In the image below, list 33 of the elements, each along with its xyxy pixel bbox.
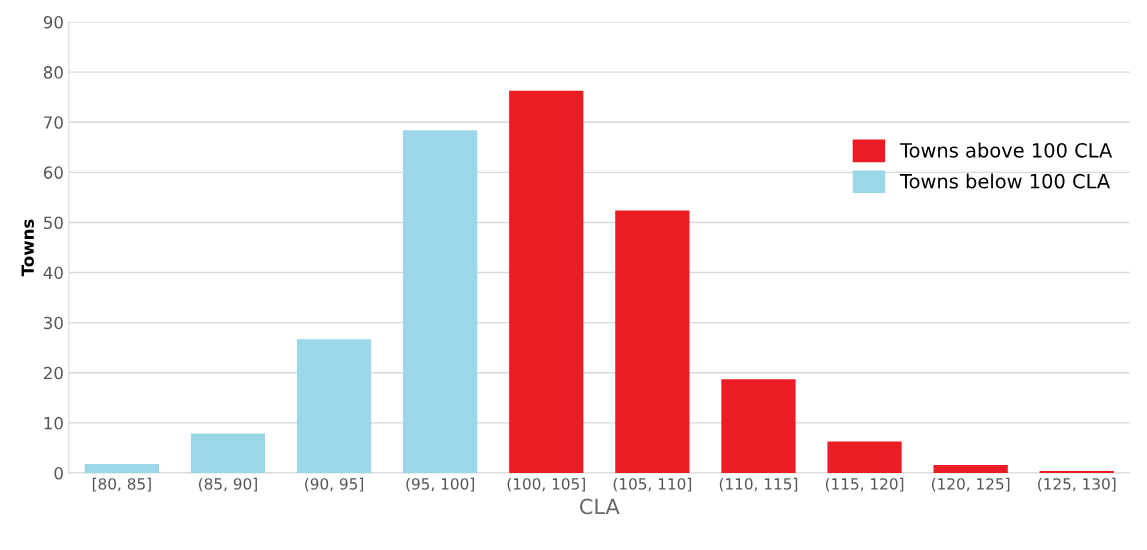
bar <box>84 463 159 473</box>
y-tick-label: 40 <box>43 266 63 280</box>
y-axis-title: Towns <box>21 219 34 277</box>
x-tick-label: (90, 95] <box>305 477 364 492</box>
y-tick-label: 80 <box>43 66 63 79</box>
x-tick-label: (115, 120] <box>825 477 904 492</box>
legend-label: Towns above 100 CLA <box>899 142 1113 158</box>
x-tick-label: [80, 85] <box>92 477 151 492</box>
x-tick-label: (95, 100] <box>406 477 474 492</box>
y-tick-label: 0 <box>54 466 63 480</box>
bar <box>190 433 266 473</box>
y-tick-label: 30 <box>44 316 63 330</box>
x-tick-label: (105, 110] <box>613 477 692 492</box>
y-tick-label: 90 <box>43 15 63 29</box>
y-tick-label: 50 <box>44 216 63 230</box>
bar <box>509 90 584 473</box>
bar <box>721 379 796 473</box>
x-tick-label: (125, 130] <box>1038 477 1116 492</box>
y-tick-label: 70 <box>44 116 63 129</box>
x-tick-label: (100, 105] <box>507 477 585 492</box>
y-tick-label: 20 <box>43 366 63 380</box>
x-tick-label: (110, 115] <box>719 477 798 492</box>
x-axis-title: CLA <box>580 498 620 515</box>
bar <box>615 210 690 473</box>
y-tick-label: 60 <box>43 166 63 179</box>
bar <box>296 339 372 473</box>
x-tick-label: (120, 125] <box>931 477 1010 492</box>
bar <box>827 441 902 473</box>
legend-label: Towns below 100 CLA <box>899 173 1111 189</box>
x-tick-label: (85, 90] <box>199 477 257 492</box>
y-tick-label: 10 <box>44 416 63 430</box>
bar <box>403 130 478 473</box>
bar <box>933 464 1008 473</box>
